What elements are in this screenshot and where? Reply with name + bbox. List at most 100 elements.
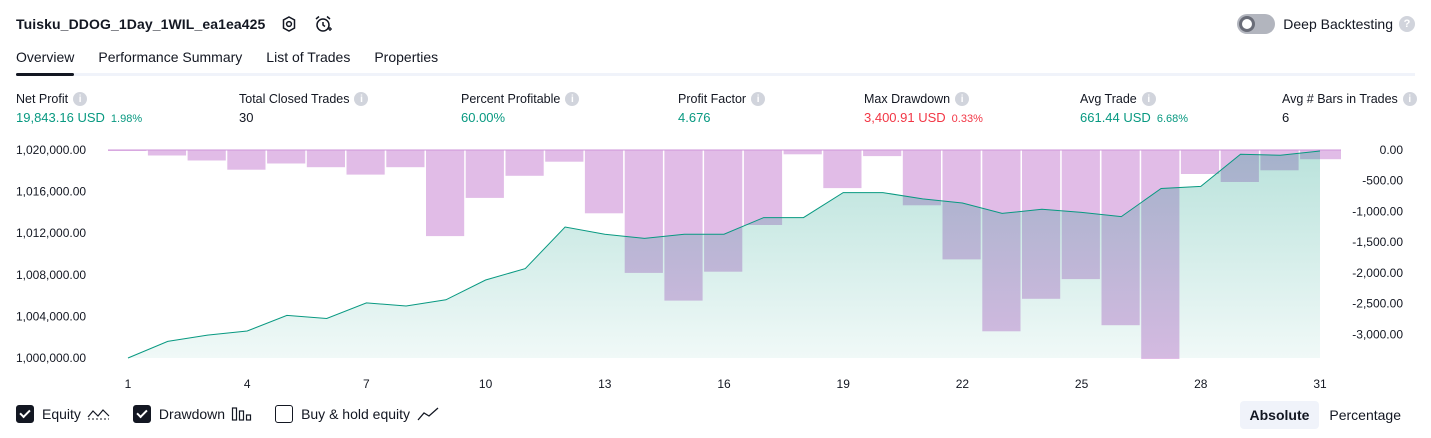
drawdown-bar — [267, 150, 306, 164]
drawdown-bar — [1180, 150, 1220, 174]
info-icon[interactable]: i — [73, 92, 88, 106]
info-icon[interactable]: i — [751, 92, 766, 106]
x-tick-label: 19 — [837, 377, 851, 391]
metric-percent-profitable: Percent Profitable i 60.00% — [461, 92, 580, 125]
x-tick-label: 1 — [125, 377, 132, 391]
x-tick-label: 22 — [956, 377, 970, 391]
equity-line — [127, 150, 1321, 359]
equity-drawdown-chart[interactable]: 1,020,000.00 1,016,000.00 1,012,000.00 1,00… — [0, 138, 1431, 394]
y-tick-label-right: -500.00 — [1362, 174, 1403, 188]
metric-avg-bars: Avg # Bars in Trades i 6 — [1282, 92, 1417, 125]
legend-label: Drawdown — [158, 406, 226, 422]
x-tick-label: 10 — [479, 377, 493, 391]
drawdown-bar — [306, 150, 345, 168]
info-icon[interactable]: i — [565, 92, 580, 106]
tab-overview[interactable]: Overview — [16, 44, 75, 76]
metric-label: Total Closed Trades — [239, 92, 350, 106]
y-tick-label-right: -2,000.00 — [1352, 266, 1403, 280]
y-tick-label-left: 1,016,000.00 — [16, 185, 86, 199]
metric-percent: 6.68% — [1156, 113, 1189, 125]
x-tick-label: 28 — [1194, 377, 1208, 391]
y-tick-label-left: 1,008,000.00 — [16, 268, 86, 282]
absolute-button[interactable]: Absolute — [1239, 401, 1320, 429]
drawdown-bar — [187, 150, 226, 161]
drawdown-bar — [505, 150, 544, 176]
metric-percent: 0.33% — [951, 113, 983, 125]
legend-label: Equity — [42, 406, 81, 422]
metric-percent: 1.98% — [110, 113, 143, 125]
y-tick-label-right: -1,500.00 — [1352, 235, 1403, 249]
x-tick-label: 25 — [1075, 377, 1089, 391]
help-icon[interactable]: ? — [1399, 16, 1415, 32]
metric-label: Net Profit — [16, 92, 69, 106]
x-tick-label: 7 — [363, 377, 370, 391]
y-tick-label-left: 1,004,000.00 — [16, 309, 86, 323]
tab-bar: Overview Performance Summary List of Tra… — [16, 44, 462, 76]
metric-value: 661.44 USD — [1080, 110, 1151, 125]
y-tick-label-left: 1,000,000.00 — [16, 351, 86, 365]
equity-area — [128, 151, 1320, 358]
metric-value: 60.00% — [461, 110, 506, 125]
metric-label: Percent Profitable — [461, 92, 561, 106]
drawdown-bar — [743, 150, 783, 225]
drawdown-bar — [346, 150, 385, 175]
metrics-row: Net Profit i 19,843.16 USD 1.98% Total Clo… — [16, 92, 1417, 132]
drawdown-bar — [863, 150, 902, 157]
strategy-title: Tuisku_DDOG_1Day_1WIL_ea1ea425 — [16, 16, 266, 32]
drawdown-bar — [902, 150, 941, 206]
drawdown-bar — [386, 150, 425, 168]
legend-equity[interactable]: Equity — [16, 405, 111, 423]
drawdown-bar — [823, 150, 862, 189]
y-tick-label-right: 0.00 — [1380, 143, 1404, 157]
legend-drawdown[interactable]: Drawdown — [132, 405, 253, 423]
equity-wave-icon — [87, 406, 111, 422]
drawdown-checkbox[interactable] — [132, 405, 151, 423]
scale-mode-switch: Absolute Percentage — [1239, 401, 1412, 429]
drawdown-bar — [545, 150, 584, 162]
tab-list-of-trades[interactable]: List of Trades — [266, 49, 351, 65]
metric-profit-factor: Profit Factor i 4.676 — [678, 92, 766, 125]
tab-properties[interactable]: Properties — [374, 49, 439, 65]
info-icon[interactable]: i — [955, 92, 970, 106]
tabs-divider — [16, 73, 1415, 76]
drawdown-bar — [584, 150, 624, 214]
metric-label: Avg Trade — [1080, 92, 1137, 106]
drawdown-bars-icon — [231, 406, 253, 422]
info-icon[interactable]: i — [1402, 92, 1417, 106]
metric-net-profit: Net Profit i 19,843.16 USD 1.98% — [16, 92, 142, 125]
y-tick-label-right: -2,500.00 — [1352, 297, 1403, 311]
deep-backtesting-label: Deep Backtesting — [1283, 16, 1393, 32]
metric-value: 4.676 — [678, 110, 711, 125]
metric-value: 30 — [239, 110, 254, 125]
deep-backtesting-toggle[interactable] — [1237, 14, 1276, 34]
drawdown-bar — [783, 150, 822, 155]
toggle-knob — [1239, 16, 1256, 32]
drawdown-bar — [465, 150, 504, 198]
drawdown-bar — [227, 150, 266, 170]
legend-buy-hold[interactable]: Buy & hold equity — [275, 405, 440, 423]
metric-avg-trade: Avg Trade i 661.44 USD 6.68% — [1080, 92, 1188, 125]
y-tick-label-left: 1,020,000.00 — [16, 143, 86, 157]
settings-icon[interactable] — [279, 14, 299, 34]
buy-hold-line-icon — [416, 406, 440, 422]
chart-legend: Equity Drawdown Buy & hold equity — [16, 403, 462, 425]
x-tick-label: 13 — [598, 377, 612, 391]
y-tick-label-right: -1,000.00 — [1352, 205, 1403, 219]
buy-hold-checkbox[interactable] — [275, 405, 294, 423]
percentage-button[interactable]: Percentage — [1329, 407, 1401, 423]
metric-value: 3,400.91 USD — [864, 110, 946, 125]
alarm-icon[interactable] — [313, 14, 333, 34]
drawdown-bar — [1300, 150, 1341, 160]
info-icon[interactable]: i — [354, 92, 369, 106]
metric-label: Profit Factor — [678, 92, 747, 106]
metric-label: Max Drawdown — [864, 92, 951, 106]
x-tick-label: 4 — [244, 377, 251, 391]
metric-total-closed-trades: Total Closed Trades i 30 — [239, 92, 369, 125]
legend-label: Buy & hold equity — [301, 406, 411, 422]
drawdown-bar — [147, 150, 187, 156]
equity-checkbox[interactable] — [16, 405, 34, 423]
drawdown-bar — [426, 150, 465, 237]
tab-performance-summary[interactable]: Performance Summary — [98, 49, 243, 65]
metric-value: 19,843.16 USD — [16, 110, 105, 125]
info-icon[interactable]: i — [1141, 92, 1156, 106]
